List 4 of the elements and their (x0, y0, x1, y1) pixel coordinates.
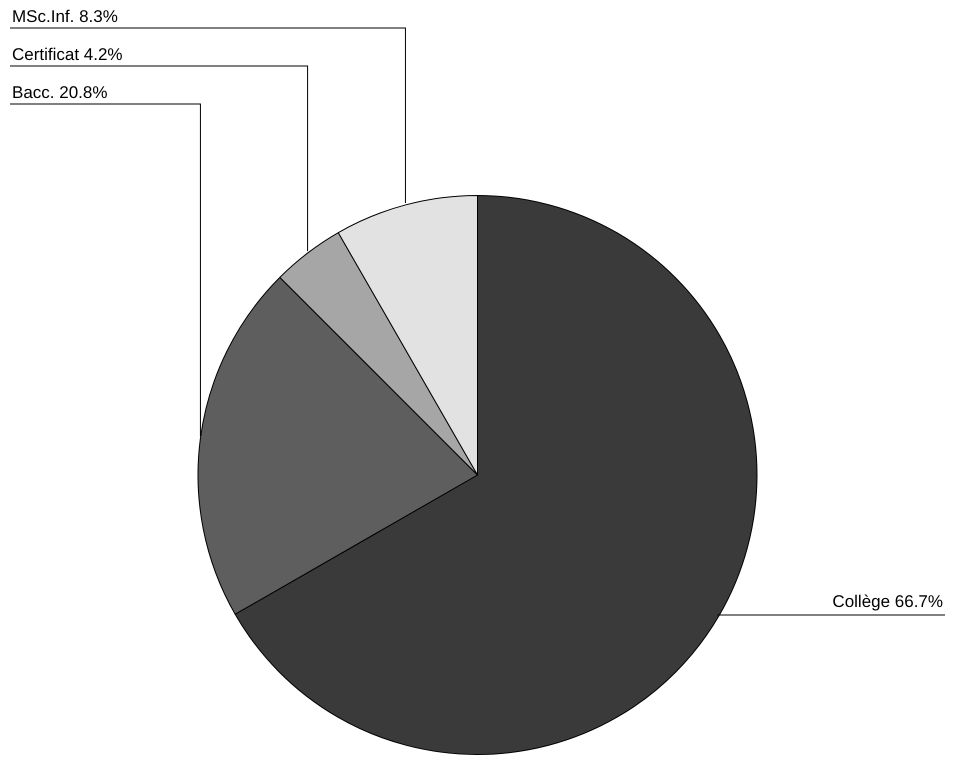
slice-label: Bacc. 20.8% (12, 83, 108, 102)
slice-label: Collège 66.7% (832, 592, 943, 612)
slice-label: Certificat 4.2% (12, 45, 123, 64)
slice-label: MSc.Inf. 8.3% (12, 7, 118, 26)
